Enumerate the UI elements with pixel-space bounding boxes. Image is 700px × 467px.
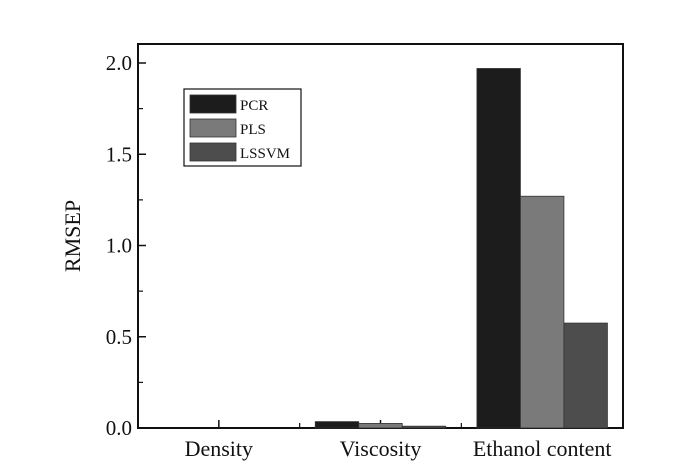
legend-swatch-pls	[189, 118, 237, 138]
y-axis-title: RMSEP	[60, 200, 85, 272]
y-tick-label: 0.5	[106, 325, 132, 349]
y-tick-label: 1.0	[106, 234, 132, 258]
y-tick-label: 2.0	[106, 51, 132, 75]
y-tick-label: 1.5	[106, 142, 132, 166]
bar-pcr-viscosity	[314, 421, 360, 429]
x-category-label: Viscosity	[340, 436, 422, 461]
bar-pls-viscosity	[358, 423, 403, 429]
legend-label-pls: PLS	[240, 122, 266, 138]
legend-label-lssvm: LSSVM	[240, 146, 290, 162]
legend-label-pcr: PCR	[240, 98, 268, 114]
bar-pcr-ethanol-content	[476, 68, 521, 429]
bar-lssvm-ethanol-content	[563, 322, 608, 429]
legend-swatch-lssvm	[189, 142, 237, 162]
legend-swatch-pcr	[189, 94, 237, 114]
legend: PCR PLS LSSVM	[183, 88, 302, 167]
x-category-label: Ethanol content	[473, 436, 612, 461]
y-tick-label: 0.0	[106, 416, 132, 440]
bar-pls-ethanol-content	[520, 195, 565, 429]
x-category-label: Density	[185, 436, 253, 461]
bar-lssvm-viscosity	[401, 425, 447, 429]
